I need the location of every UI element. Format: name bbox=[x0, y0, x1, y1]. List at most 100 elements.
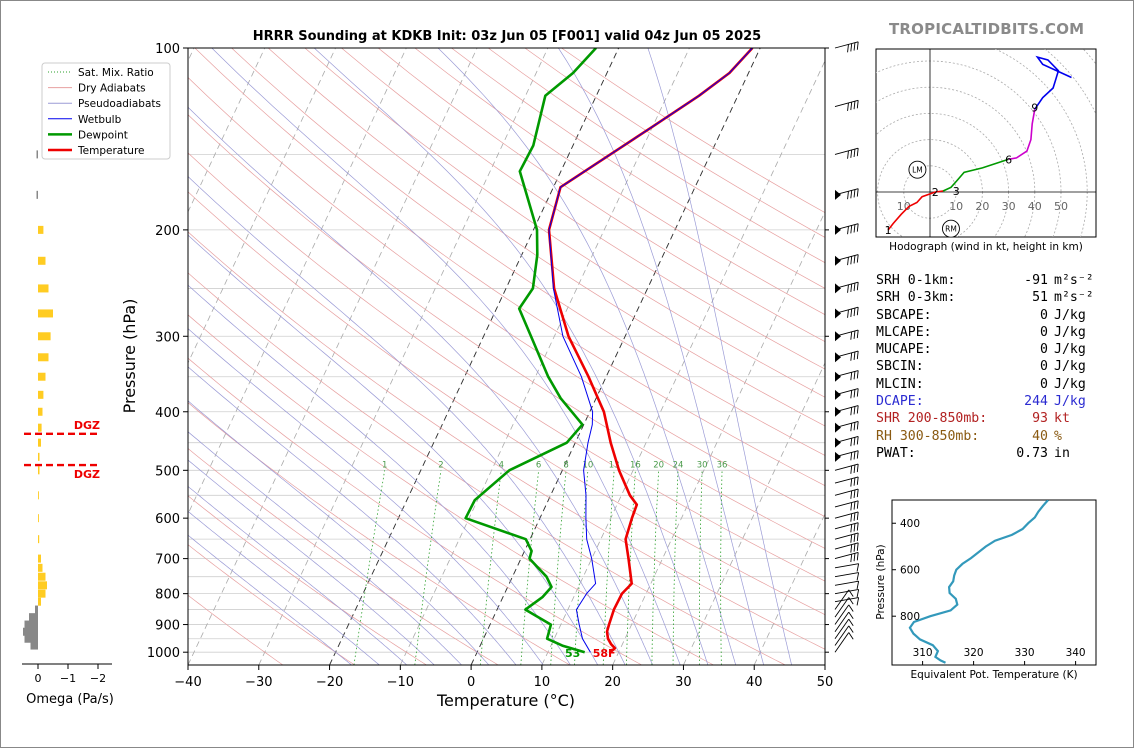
barb-flag bbox=[850, 554, 853, 563]
dry-adiabat-line bbox=[414, 48, 825, 316]
dry-adiabat-line bbox=[341, 48, 825, 370]
barb-shaft bbox=[834, 604, 850, 625]
skewt-grid: 1 2 4 6 8 10 13 16 20 24 30 36 bbox=[188, 48, 825, 665]
barb-flag bbox=[853, 330, 856, 339]
wind-barb bbox=[834, 589, 854, 610]
dry-adiabat-line bbox=[188, 272, 786, 665]
parameter-label: SBCIN: bbox=[876, 359, 924, 375]
barb-flag bbox=[850, 452, 853, 461]
dry-adiabat-line bbox=[188, 544, 355, 665]
pseudoadiabat-line bbox=[211, 48, 681, 665]
dgz-label: DGZ bbox=[74, 468, 100, 481]
dry-adiabat-line bbox=[188, 495, 427, 665]
omega-bar bbox=[38, 225, 44, 234]
theta-x-tick-label: 330 bbox=[1015, 647, 1035, 659]
wind-barb bbox=[834, 532, 859, 543]
mixing-ratio-label: 16 bbox=[630, 460, 641, 470]
parameter-label: MLCAPE: bbox=[876, 324, 932, 340]
wind-barb bbox=[834, 511, 859, 522]
y-tick-label: 600 bbox=[155, 512, 180, 527]
legend-label: Sat. Mix. Ratio bbox=[78, 67, 154, 79]
theta-x-tick-label: 340 bbox=[1066, 647, 1086, 659]
barb-pennant bbox=[835, 406, 841, 417]
barb-flag bbox=[850, 372, 853, 381]
pseudoadiabat-line bbox=[188, 485, 408, 665]
barb-flag bbox=[850, 513, 853, 522]
parameter-value: 51 bbox=[1032, 290, 1048, 306]
wind-barb bbox=[834, 589, 860, 598]
barb-shaft bbox=[834, 511, 859, 519]
barb-flag bbox=[847, 257, 849, 266]
hodo-height-label: 2 bbox=[932, 186, 939, 199]
x-tick-label: 20 bbox=[604, 675, 621, 690]
barb-flag bbox=[848, 625, 854, 633]
barb-shaft bbox=[834, 589, 850, 610]
wind-barb bbox=[834, 41, 859, 53]
barb-flag bbox=[856, 511, 859, 520]
omega-bar bbox=[38, 309, 53, 318]
barb-flag bbox=[856, 421, 859, 430]
barb-shaft bbox=[834, 597, 850, 618]
parameter-unit: kt bbox=[1054, 411, 1070, 427]
x-tick-label: 30 bbox=[675, 675, 692, 690]
barb-flag bbox=[856, 100, 859, 109]
storm-motion-label: RM bbox=[945, 225, 957, 234]
pseudoadiabat-line bbox=[313, 48, 709, 665]
mixing-ratio-line bbox=[574, 470, 589, 665]
parameter-value: 40 bbox=[1032, 428, 1048, 444]
hodo-ring-label: 50 bbox=[1054, 200, 1068, 213]
barb-flag bbox=[850, 149, 853, 158]
legend-label: Dry Adiabats bbox=[78, 83, 146, 95]
omega-bar bbox=[35, 605, 38, 614]
y-tick-label: 900 bbox=[155, 619, 180, 634]
omega-bar bbox=[38, 563, 43, 572]
barb-flag bbox=[848, 597, 854, 605]
mixing-ratio-label: 1 bbox=[382, 460, 387, 470]
profile-wetbulb bbox=[548, 48, 753, 653]
mixing-ratio-line bbox=[520, 470, 539, 665]
barb-flag bbox=[850, 390, 853, 399]
omega-bar bbox=[38, 332, 51, 341]
barb-flag bbox=[847, 191, 849, 200]
pseudoadiabat-line bbox=[188, 328, 544, 665]
omega-bar bbox=[24, 620, 38, 629]
barb-shaft bbox=[834, 551, 859, 560]
barb-flag bbox=[856, 436, 859, 445]
hodograph-panel: 10 10 20 30 40 50 1 2 3 6 9 LM RM Hodograph (wind in … bbox=[875, 48, 1097, 253]
barb-flag bbox=[856, 370, 859, 379]
barb-flag bbox=[856, 532, 859, 541]
hodo-inner: 10 10 20 30 40 50 1 2 3 6 9 LM RM bbox=[876, 49, 1096, 237]
barb-shaft bbox=[834, 147, 859, 155]
barb-flag bbox=[853, 533, 856, 542]
wind-barb bbox=[834, 329, 859, 342]
skewt-axes-frame bbox=[187, 47, 826, 666]
barb-flag bbox=[847, 284, 849, 293]
isotherm-line bbox=[258, 48, 549, 665]
pseudoadiabat-line bbox=[188, 534, 352, 665]
dry-adiabat-line bbox=[267, 48, 825, 427]
mixing-ratio-line bbox=[550, 470, 567, 665]
parameter-row: DCAPE: 244 J/kg bbox=[876, 393, 1096, 410]
hodo-ring-label: 40 bbox=[1028, 200, 1042, 213]
barb-flag bbox=[853, 283, 856, 292]
dry-adiabat-line bbox=[188, 448, 499, 665]
hodo-title: Hodograph (wind in kt, height in km) bbox=[889, 241, 1083, 253]
hodo-height-label: 9 bbox=[1031, 101, 1038, 114]
legend-label: Pseudoadiabats bbox=[78, 98, 161, 110]
omega-tick-label: 0 bbox=[35, 672, 42, 685]
x-tick-label: −10 bbox=[387, 675, 414, 690]
barb-shaft bbox=[834, 488, 859, 496]
x-tick-label: 10 bbox=[534, 675, 551, 690]
parameter-unit: % bbox=[1054, 428, 1062, 444]
omega-bar bbox=[38, 353, 49, 362]
dry-adiabat-line bbox=[188, 357, 642, 665]
barb-shaft bbox=[834, 618, 850, 639]
parameter-value: 0 bbox=[1040, 342, 1048, 358]
barb-flag bbox=[856, 552, 859, 561]
omega-bar bbox=[38, 581, 47, 590]
barb-flag bbox=[847, 102, 849, 111]
mixing-ratio-line bbox=[651, 470, 660, 665]
parameter-value: 0.73 bbox=[1016, 445, 1048, 461]
parameter-unit: m²s⁻² bbox=[1054, 290, 1094, 306]
